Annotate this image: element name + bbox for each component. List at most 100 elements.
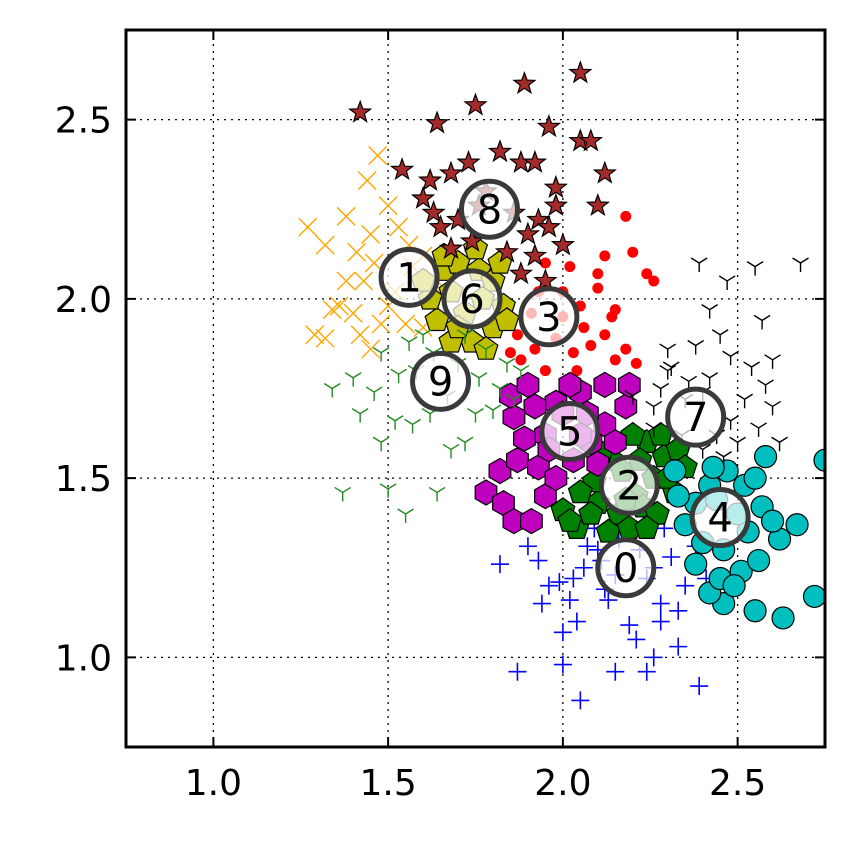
data-point xyxy=(802,584,825,609)
data-point xyxy=(512,364,530,380)
data-point xyxy=(467,408,484,423)
data-point xyxy=(592,160,617,184)
data-point xyxy=(414,329,432,344)
data-point xyxy=(574,558,593,577)
data-point xyxy=(498,357,516,373)
data-point xyxy=(645,422,663,437)
data-point xyxy=(669,637,688,656)
data-point xyxy=(515,354,527,366)
data-point xyxy=(357,171,377,191)
data-point xyxy=(456,149,481,173)
data-point xyxy=(652,382,670,398)
data-point xyxy=(456,436,474,452)
data-point xyxy=(379,483,397,498)
data-point xyxy=(329,296,349,316)
data-point xyxy=(614,393,638,420)
data-point xyxy=(442,443,460,459)
data-point xyxy=(487,139,513,163)
data-point xyxy=(760,509,785,533)
cluster-center-8: 8 xyxy=(458,178,520,240)
cluster-center-0: 0 xyxy=(595,537,657,599)
data-point xyxy=(532,594,551,613)
center-marker xyxy=(518,286,580,348)
center-marker xyxy=(665,386,727,448)
center-marker xyxy=(539,401,601,463)
data-point xyxy=(438,160,464,184)
data-point xyxy=(630,357,642,369)
data-point xyxy=(718,275,736,290)
data-point xyxy=(684,552,708,576)
data-point xyxy=(378,196,398,216)
data-point xyxy=(361,339,381,359)
data-point xyxy=(522,149,548,173)
data-point xyxy=(389,217,409,237)
data-point xyxy=(743,599,767,623)
data-point xyxy=(372,347,390,362)
x-tick-label: 2.0 xyxy=(534,763,591,804)
x-tick-label: 1.5 xyxy=(359,763,416,804)
data-point xyxy=(599,250,611,262)
data-point xyxy=(512,425,536,452)
center-marker xyxy=(458,178,520,240)
data-point xyxy=(522,243,548,267)
center-label: 7 xyxy=(683,395,708,441)
data-point xyxy=(662,547,681,566)
data-point xyxy=(474,479,498,506)
data-point xyxy=(508,662,527,681)
data-point xyxy=(494,239,520,263)
x-tick-label: 1.0 xyxy=(185,763,242,804)
data-point xyxy=(637,662,656,681)
data-point xyxy=(599,329,611,341)
data-points xyxy=(298,60,825,710)
grid-lines xyxy=(126,30,825,747)
data-point xyxy=(644,648,663,667)
data-point xyxy=(456,329,474,344)
data-point xyxy=(585,192,610,217)
data-point xyxy=(567,347,579,359)
data-point xyxy=(669,601,688,620)
data-point xyxy=(322,300,342,320)
data-point xyxy=(620,421,646,446)
data-point xyxy=(627,630,646,649)
cluster-4-points xyxy=(663,445,825,630)
data-point xyxy=(553,655,572,674)
data-point xyxy=(470,372,488,387)
data-point xyxy=(603,429,627,456)
data-point xyxy=(516,371,540,399)
data-point xyxy=(743,466,767,490)
data-point xyxy=(701,304,719,319)
data-point xyxy=(659,343,677,359)
data-point xyxy=(592,282,604,294)
data-point xyxy=(404,418,421,434)
data-point xyxy=(606,311,618,323)
data-point xyxy=(336,271,356,291)
data-point xyxy=(410,185,436,209)
data-point xyxy=(753,445,778,469)
data-point xyxy=(663,459,687,483)
cluster-center-1: 1 xyxy=(378,246,440,308)
data-point xyxy=(753,314,771,330)
data-point xyxy=(315,235,335,255)
data-point xyxy=(651,612,670,631)
data-point xyxy=(792,257,809,273)
center-label: 1 xyxy=(396,255,421,301)
data-point xyxy=(334,486,352,502)
data-point xyxy=(609,354,621,366)
data-point xyxy=(757,379,774,394)
data-point xyxy=(690,257,708,273)
y-tick-label: 1.5 xyxy=(55,459,112,500)
data-point xyxy=(578,537,597,556)
data-point xyxy=(564,569,583,588)
data-point xyxy=(502,404,526,431)
data-point xyxy=(771,606,795,630)
data-point xyxy=(400,336,418,351)
cluster-center-7: 7 xyxy=(665,386,727,448)
data-point xyxy=(365,386,383,402)
cluster-center-2: 2 xyxy=(598,454,660,516)
data-point xyxy=(771,436,788,452)
data-point xyxy=(746,261,764,276)
data-point xyxy=(438,235,464,260)
data-point xyxy=(390,368,407,384)
center-marker xyxy=(598,454,660,516)
data-point xyxy=(617,371,641,399)
